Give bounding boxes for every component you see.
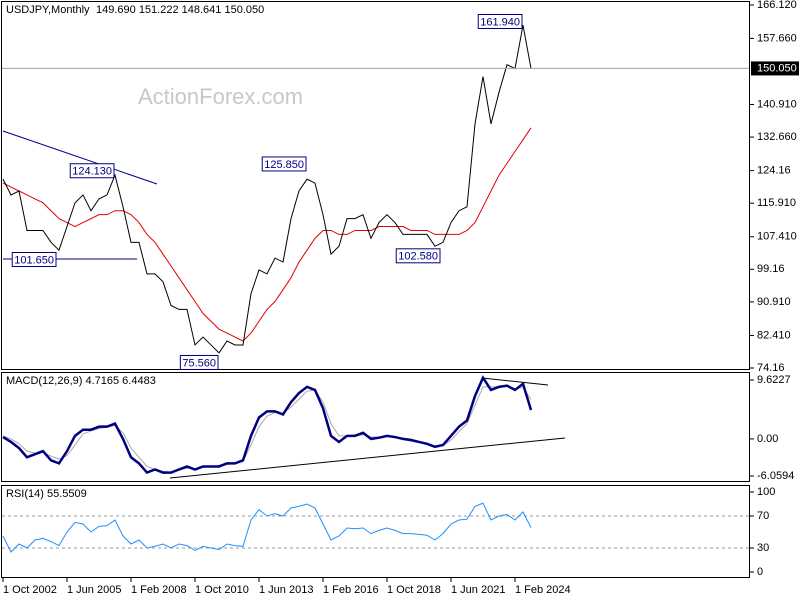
rsi-panel [1, 485, 750, 578]
y-tick-label: 140.910 [757, 98, 797, 110]
annotation-label: 75.560 [182, 357, 216, 369]
trend-line [2, 130, 158, 185]
annotation-label: 161.940 [480, 16, 520, 28]
x-tick-label: 1 Jun 2005 [67, 584, 121, 596]
y-tick-label: 70 [757, 510, 769, 522]
y-tick-label: 74.16 [757, 362, 785, 374]
last-price-box [751, 61, 799, 76]
y-tick-label: -6.0594 [757, 470, 794, 482]
x-tick-label: 1 Jun 2021 [451, 584, 505, 596]
annotation-label: 124.130 [72, 166, 112, 178]
y-tick-label: 0.00 [757, 433, 778, 445]
x-tick-label: 1 Oct 2010 [195, 584, 249, 596]
y-tick-label: 107.410 [757, 231, 797, 243]
x-tick-label: 1 Feb 2008 [131, 584, 187, 596]
x-tick-label: 1 Feb 2024 [515, 584, 571, 596]
rsi-title: RSI(14) 55.5509 [6, 488, 87, 500]
y-tick-label: 100 [757, 486, 775, 498]
annotation-label: 101.650 [14, 254, 54, 266]
annotation-box [69, 163, 115, 179]
macd-panel [1, 372, 750, 482]
trend-line [481, 377, 549, 386]
y-tick-label: 124.16 [757, 165, 791, 177]
x-tick-label: 1 Oct 2002 [3, 584, 57, 596]
y-tick-label: 0 [757, 566, 763, 578]
annotation-box [261, 156, 307, 172]
x-tick-label: 1 Feb 2016 [323, 584, 379, 596]
series-line [2, 25, 532, 354]
trend-line [169, 437, 566, 479]
annotation-box [179, 354, 219, 370]
x-tick-label: 1 Jun 2013 [259, 584, 313, 596]
y-tick-label: 166.120 [757, 0, 797, 11]
price-panel [1, 1, 750, 370]
x-tick-label: 1 Oct 2018 [387, 584, 441, 596]
series-line [2, 375, 533, 475]
last-price-label: 150.050 [757, 62, 797, 74]
y-tick-label: 82.410 [757, 329, 791, 341]
y-tick-label: 30 [757, 542, 769, 554]
series-line [2, 127, 532, 342]
annotation-box [395, 248, 441, 264]
y-tick-label: 157.660 [757, 32, 797, 44]
annotation-box [11, 251, 57, 267]
chart-title: USDJPY,Monthly [6, 4, 90, 16]
annotation-box [477, 14, 523, 29]
macd-title: MACD(12,26,9) 4.7165 6.4483 [6, 375, 156, 387]
watermark: ActionForex.com [138, 84, 303, 109]
y-tick-label: 115.910 [757, 197, 796, 209]
y-tick-label: 99.16 [757, 263, 785, 275]
annotation-label: 125.850 [264, 159, 304, 171]
annotation-label: 102.580 [398, 251, 438, 263]
ohlc-values: 149.690 151.222 148.641 150.050 [96, 4, 264, 16]
y-tick-label: 9.6227 [757, 374, 791, 386]
y-tick-label: 132.660 [757, 131, 797, 143]
y-tick-label: 90.910 [757, 296, 791, 308]
series-line [2, 502, 532, 553]
